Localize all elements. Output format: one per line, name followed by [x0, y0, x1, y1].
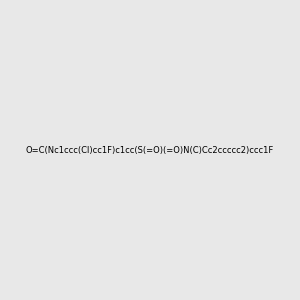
Text: O=C(Nc1ccc(Cl)cc1F)c1cc(S(=O)(=O)N(C)Cc2ccccc2)ccc1F: O=C(Nc1ccc(Cl)cc1F)c1cc(S(=O)(=O)N(C)Cc2…	[26, 146, 274, 154]
